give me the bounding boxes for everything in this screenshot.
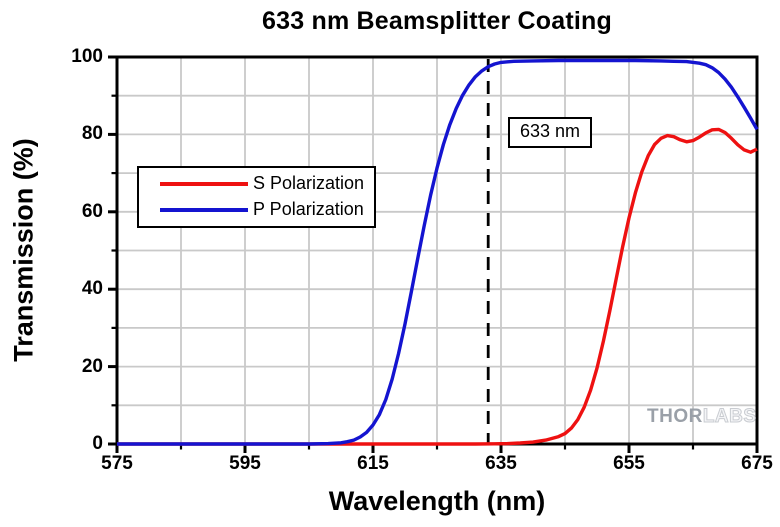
x-tick-label: 615 <box>357 453 389 474</box>
x-axis-title: Wavelength (nm) <box>328 486 546 516</box>
y-tick-label: 0 <box>92 433 103 454</box>
y-tick-label: 80 <box>81 123 103 145</box>
y-tick-label: 20 <box>81 355 103 377</box>
y-tick-label: 100 <box>71 46 103 67</box>
watermark-labs: LABS <box>702 406 757 428</box>
x-tick-label: 635 <box>485 453 517 474</box>
x-tick-label: 655 <box>613 453 645 474</box>
legend: S Polarization P Polarization <box>137 166 376 228</box>
y-tick-label: 60 <box>81 200 103 222</box>
s-polarization-line-swatch <box>160 182 248 186</box>
y-tick-label: 40 <box>81 278 103 300</box>
x-tick-label: 675 <box>741 453 773 474</box>
thorlabs-watermark: THORLABS <box>647 406 757 428</box>
x-tick-label: 595 <box>229 453 261 474</box>
watermark-thor: THOR <box>647 406 703 427</box>
p-polarization-line-swatch <box>160 208 248 212</box>
x-tick-label: 575 <box>101 453 133 474</box>
series-curve-s-polarization <box>117 127 758 446</box>
chart-title: 633 nm Beamsplitter Coating <box>262 7 612 35</box>
series-curve-p-polarization <box>117 58 759 446</box>
legend-item-s-polarization: S Polarization <box>160 171 374 197</box>
y-axis-title: Transmission (%) <box>8 138 39 362</box>
legend-label: S Polarization <box>253 173 365 193</box>
legend-label: P Polarization <box>253 199 364 219</box>
legend-item-p-polarization: P Polarization <box>160 197 374 223</box>
wavelength-annotation-box: 633 nm <box>508 117 593 148</box>
